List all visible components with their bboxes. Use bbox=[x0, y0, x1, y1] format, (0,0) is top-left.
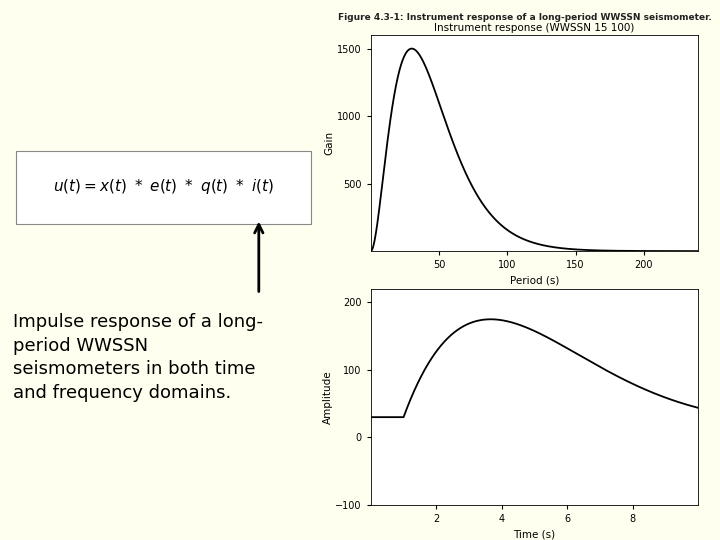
FancyBboxPatch shape bbox=[17, 151, 311, 224]
Y-axis label: Amplitude: Amplitude bbox=[323, 370, 333, 424]
X-axis label: Period (s): Period (s) bbox=[510, 276, 559, 286]
Text: Impulse response of a long-
period WWSSN
seismometers in both time
and frequency: Impulse response of a long- period WWSSN… bbox=[13, 313, 263, 402]
Text: $u(t) = x(t)\ *\ e(t)\ *\ q(t)\ *\ i(t)$: $u(t) = x(t)\ *\ e(t)\ *\ q(t)\ *\ i(t)$ bbox=[53, 177, 274, 196]
Title: Instrument response (WWSSN 15 100): Instrument response (WWSSN 15 100) bbox=[434, 23, 635, 33]
Text: Figure 4.3-1: Instrument response of a long-period WWSSN seismometer.: Figure 4.3-1: Instrument response of a l… bbox=[338, 14, 712, 23]
Y-axis label: Gain: Gain bbox=[325, 131, 334, 155]
X-axis label: Time (s): Time (s) bbox=[513, 530, 556, 539]
